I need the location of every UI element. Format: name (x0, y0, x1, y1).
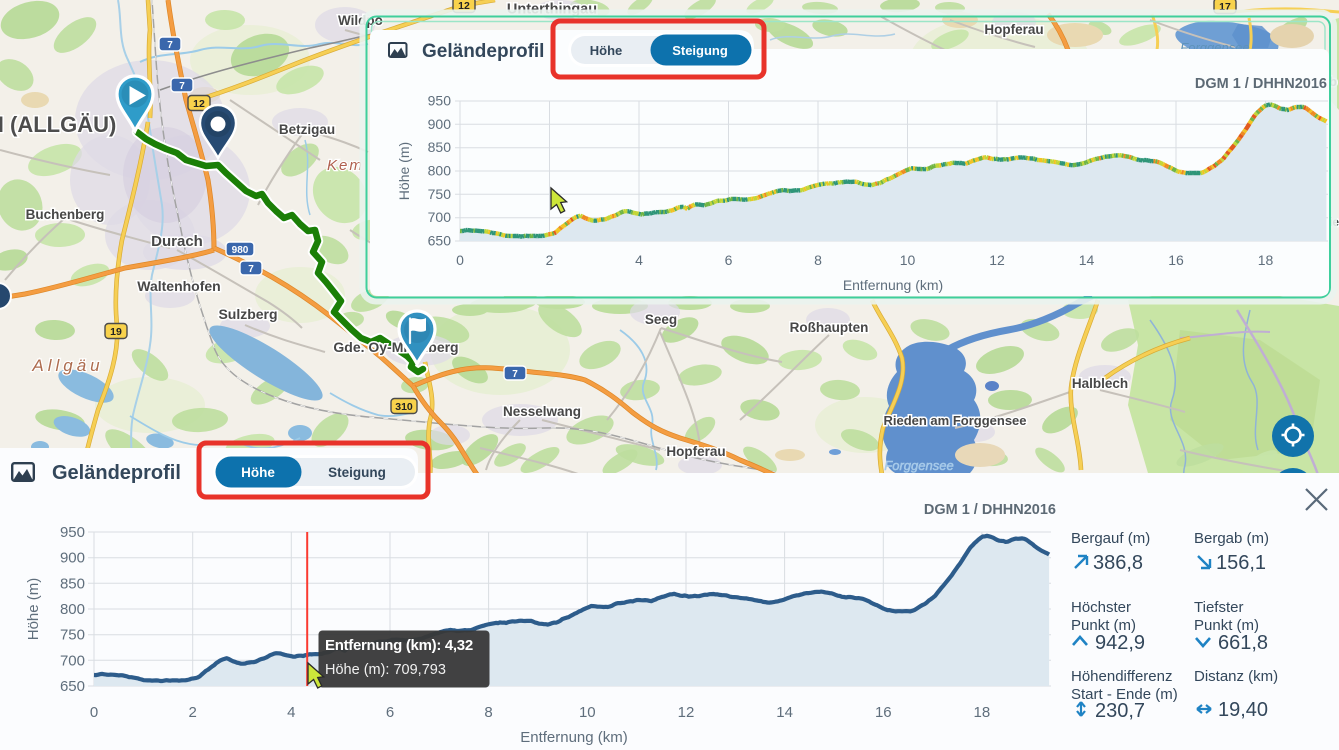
svg-text:Hopferau: Hopferau (984, 22, 1043, 37)
svg-text:4: 4 (635, 252, 643, 268)
svg-text:0: 0 (456, 252, 464, 268)
svg-text:2: 2 (546, 252, 554, 268)
svg-text:Betzigau: Betzigau (279, 122, 335, 137)
svg-text:Sulzberg: Sulzberg (218, 306, 277, 322)
svg-text:Steigung: Steigung (672, 43, 728, 58)
svg-text:Entfernung (km): Entfernung (km) (843, 277, 943, 293)
svg-text:DGM 1 / DHHN2016: DGM 1 / DHHN2016 (924, 502, 1056, 518)
svg-text:Distanz (km): Distanz (km) (1194, 668, 1278, 685)
svg-text:Forggensee: Forggensee (884, 458, 953, 473)
svg-text:700: 700 (428, 209, 452, 225)
svg-text:Start - Ende (m): Start - Ende (m) (1071, 686, 1178, 703)
svg-text:850: 850 (60, 575, 85, 592)
svg-text:0: 0 (90, 704, 98, 721)
svg-text:Rieden am Forggensee: Rieden am Forggensee (883, 413, 1026, 428)
svg-text:8: 8 (484, 704, 492, 721)
svg-text:Kem: Kem (327, 157, 364, 174)
svg-text:7: 7 (167, 40, 173, 51)
svg-text:386,8: 386,8 (1093, 552, 1143, 574)
svg-text:7: 7 (248, 264, 254, 275)
svg-text:6: 6 (725, 252, 733, 268)
svg-text:19,40: 19,40 (1218, 699, 1268, 721)
svg-text:650: 650 (60, 678, 85, 695)
svg-text:Halblech: Halblech (1072, 376, 1128, 391)
svg-text:Punkt (m): Punkt (m) (1071, 617, 1136, 634)
svg-text:800: 800 (60, 601, 85, 618)
svg-text:Hopferau: Hopferau (666, 444, 725, 459)
svg-text:Allgäu: Allgäu (31, 356, 103, 375)
svg-text:10: 10 (579, 704, 596, 721)
svg-text:8: 8 (814, 252, 822, 268)
svg-text:6: 6 (386, 704, 394, 721)
svg-text:Höhendifferenz: Höhendifferenz (1071, 668, 1172, 685)
svg-text:Geländeprofil: Geländeprofil (52, 462, 181, 484)
svg-text:16: 16 (875, 704, 892, 721)
svg-text:700: 700 (60, 652, 85, 669)
svg-text:661,8: 661,8 (1218, 632, 1268, 654)
svg-text:Buchenberg: Buchenberg (26, 207, 105, 222)
svg-text:Bergab (m): Bergab (m) (1194, 530, 1269, 547)
svg-text:310: 310 (395, 401, 413, 413)
svg-text:18: 18 (974, 704, 991, 721)
svg-text:10: 10 (900, 252, 916, 268)
svg-text:12: 12 (458, 0, 470, 12)
svg-text:900: 900 (60, 550, 85, 567)
svg-text:942,9: 942,9 (1095, 632, 1145, 654)
svg-text:Entfernung (km): 4,32: Entfernung (km): 4,32 (325, 637, 473, 654)
svg-text:Höhe (m): 709,793: Höhe (m): 709,793 (325, 662, 446, 678)
svg-text:17: 17 (1219, 1, 1231, 13)
svg-text:900: 900 (428, 116, 452, 132)
svg-text:7: 7 (179, 81, 185, 92)
svg-text:800: 800 (428, 163, 452, 179)
svg-text:DGM 1 / DHHN2016: DGM 1 / DHHN2016 (1195, 76, 1327, 92)
svg-text:14: 14 (776, 704, 793, 721)
svg-text:Höhe (m): Höhe (m) (25, 578, 42, 641)
svg-text:Punkt (m): Punkt (m) (1194, 617, 1259, 634)
svg-text:Tiefster: Tiefster (1194, 599, 1243, 616)
svg-text:Durach: Durach (151, 233, 203, 250)
svg-text:850: 850 (428, 139, 452, 155)
svg-text:7: 7 (512, 369, 518, 380)
svg-text:650: 650 (428, 233, 452, 249)
svg-text:Höhe: Höhe (590, 43, 623, 58)
svg-text:Gde. Oy-Mittelberg: Gde. Oy-Mittelberg (333, 339, 458, 355)
svg-text:14: 14 (1079, 252, 1095, 268)
svg-text:Roßhaupten: Roßhaupten (790, 320, 869, 335)
svg-text:980: 980 (232, 245, 249, 256)
svg-text:2: 2 (189, 704, 197, 721)
svg-text:950: 950 (428, 93, 452, 109)
svg-text:950: 950 (60, 524, 85, 541)
svg-text:Nesselwang: Nesselwang (503, 404, 581, 419)
svg-text:12: 12 (989, 252, 1005, 268)
svg-text:19: 19 (110, 326, 122, 338)
svg-text:Geländeprofil: Geländeprofil (422, 41, 544, 62)
svg-text:12: 12 (678, 704, 695, 721)
svg-text:Steigung: Steigung (328, 465, 386, 480)
svg-text:Bergauf (m): Bergauf (m) (1071, 530, 1150, 547)
svg-text:Entfernung (km): Entfernung (km) (520, 729, 628, 746)
svg-text:156,1: 156,1 (1216, 552, 1266, 574)
svg-text:Waltenhofen: Waltenhofen (137, 278, 220, 294)
svg-text:750: 750 (60, 627, 85, 644)
svg-text:18: 18 (1258, 252, 1274, 268)
svg-text:4: 4 (287, 704, 295, 721)
svg-text:750: 750 (428, 186, 452, 202)
svg-text:Höhe: Höhe (241, 465, 275, 480)
svg-text:230,7: 230,7 (1095, 700, 1145, 722)
svg-text:Höchster: Höchster (1071, 599, 1131, 616)
svg-text:Seeg: Seeg (645, 312, 677, 327)
svg-text:Höhe (m): Höhe (m) (396, 142, 412, 200)
svg-text:12: 12 (193, 98, 205, 110)
svg-text:16: 16 (1168, 252, 1184, 268)
svg-text:N (ALLGÄU): N (ALLGÄU) (0, 112, 116, 137)
